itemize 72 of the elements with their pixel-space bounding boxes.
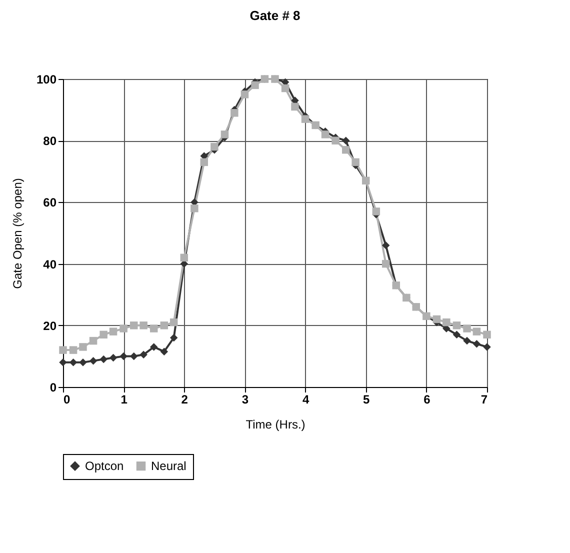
point: [442, 318, 450, 326]
point: [452, 330, 461, 339]
point: [291, 102, 299, 111]
y-tick-label: 80: [43, 134, 57, 148]
point: [230, 109, 238, 117]
point: [89, 356, 98, 365]
point: [472, 340, 481, 348]
point: [352, 158, 360, 166]
legend-label: Optcon: [85, 459, 124, 474]
y-tick-label: 40: [43, 257, 57, 272]
point: [150, 343, 158, 351]
point: [463, 336, 471, 345]
point: [120, 352, 128, 360]
point: [69, 346, 78, 354]
point: [251, 81, 259, 90]
legend-label: Neural: [151, 459, 186, 474]
point: [220, 130, 229, 138]
y-axis-title: Gate Open (% open): [10, 178, 24, 289]
point: [432, 315, 441, 324]
point: [472, 328, 481, 336]
point: [140, 350, 148, 359]
point: [382, 241, 390, 250]
point: [200, 158, 208, 166]
point: [463, 324, 471, 332]
point: [170, 318, 178, 326]
point: [109, 354, 118, 362]
point: [100, 330, 108, 339]
chart-title: Gate # 8: [250, 8, 300, 23]
x-tick-label: 3: [242, 392, 249, 406]
point: [301, 115, 310, 123]
point: [382, 260, 390, 268]
y-tick-label: 100: [36, 72, 57, 86]
y-tick-label: 20: [43, 318, 57, 333]
point: [130, 322, 138, 330]
point: [130, 352, 138, 360]
point: [69, 358, 78, 366]
x-axis-title: Time (Hrs.): [246, 418, 306, 432]
x-tick-label: 2: [181, 392, 188, 406]
point: [210, 142, 218, 151]
point: [120, 324, 128, 332]
point: [281, 84, 290, 92]
point: [160, 348, 168, 356]
point: [342, 136, 350, 144]
point: [190, 204, 198, 212]
point: [79, 358, 87, 366]
point: [332, 136, 340, 144]
point: [321, 130, 330, 138]
point: [483, 330, 491, 339]
point: [170, 334, 178, 342]
point: [79, 343, 87, 351]
y-tick-label: 60: [43, 196, 57, 210]
point: [452, 322, 461, 330]
x-tick-label: 0: [64, 392, 70, 406]
point: [140, 322, 148, 330]
x-tick-label: 4: [302, 392, 310, 406]
point: [109, 328, 118, 336]
point: [342, 146, 350, 154]
x-tick-label: 1: [120, 392, 128, 406]
x-tick-label: 6: [424, 392, 431, 406]
point: [160, 322, 168, 330]
point: [100, 355, 108, 364]
point: [372, 208, 380, 216]
y-tick-label: 0: [50, 380, 57, 394]
point: [240, 90, 249, 98]
point: [89, 336, 98, 345]
point: [150, 324, 158, 332]
point: [483, 343, 491, 351]
x-tick-label: 5: [363, 392, 370, 406]
point: [180, 254, 188, 262]
point: [59, 358, 67, 366]
point: [59, 346, 67, 354]
x-tick-label: 7: [480, 392, 488, 406]
